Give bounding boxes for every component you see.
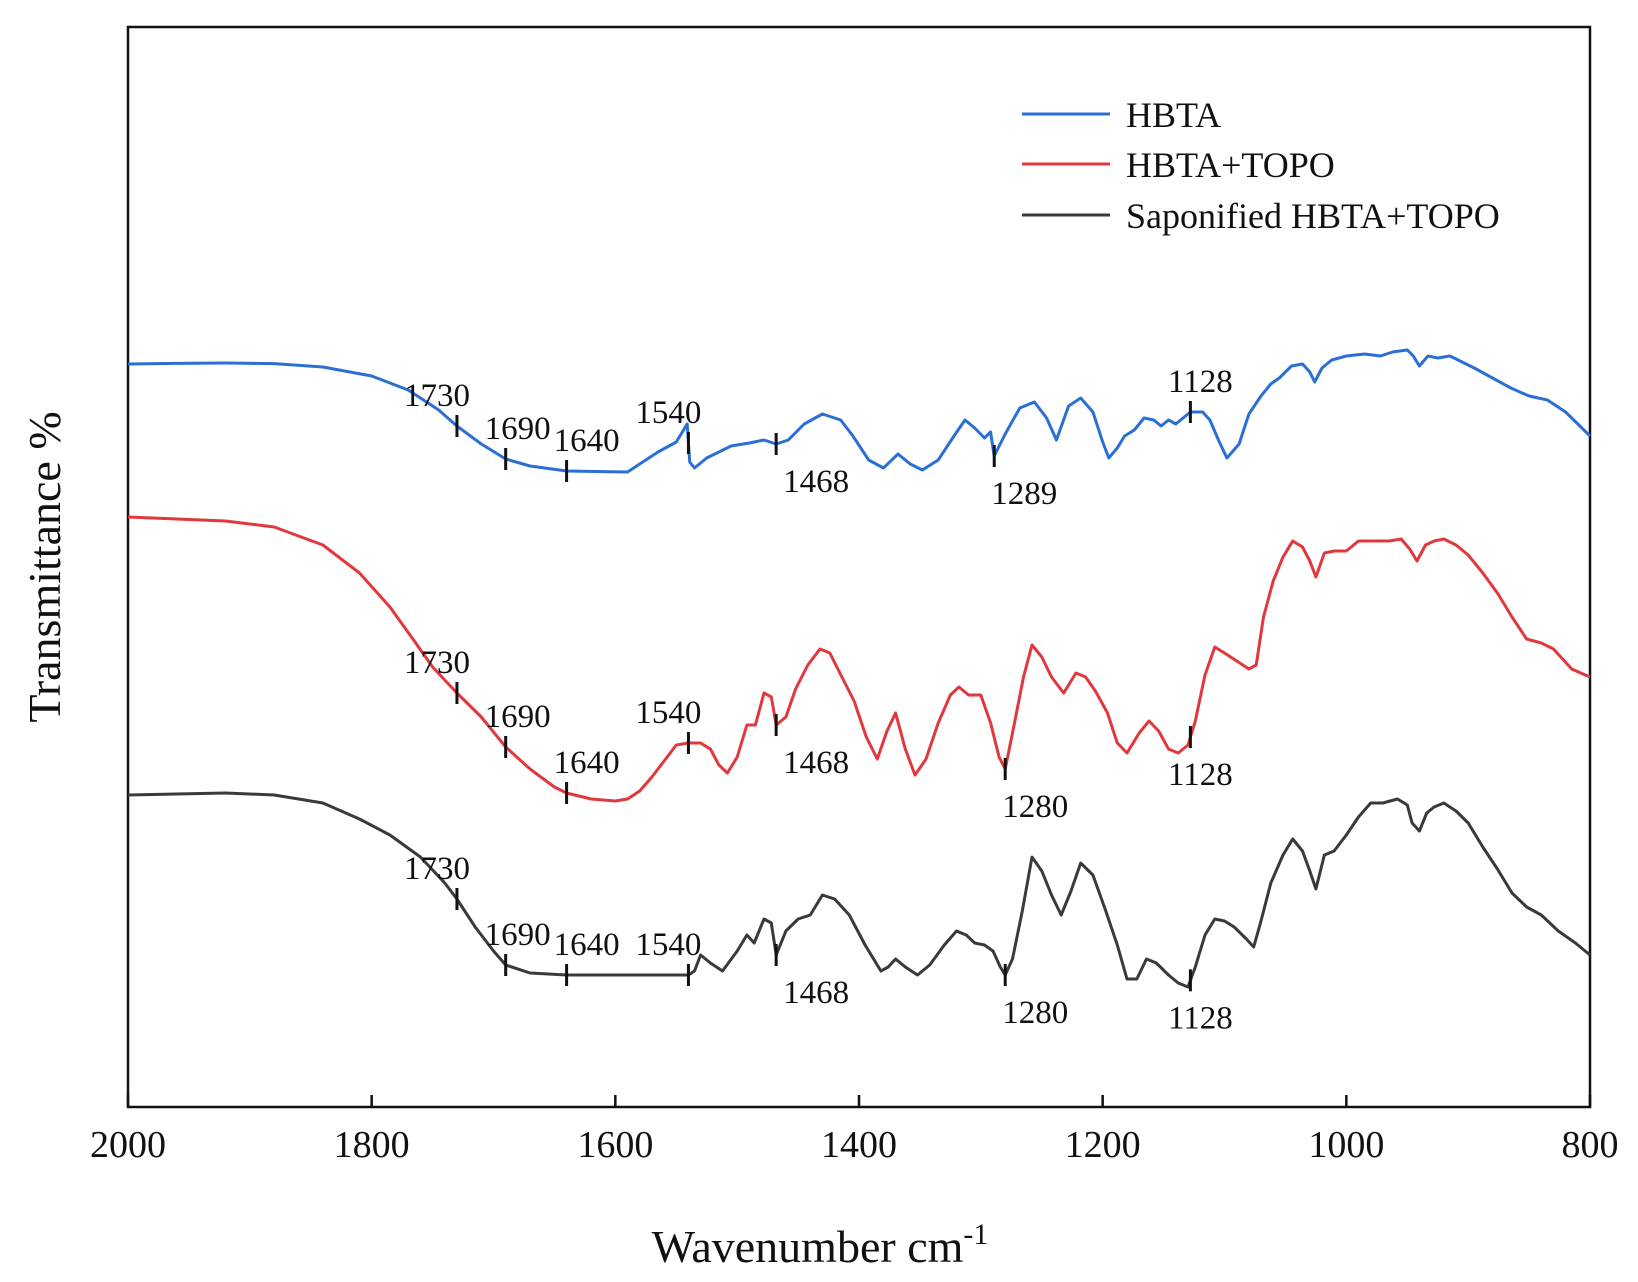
x-axis-title-text: Wavenumber cm bbox=[652, 1221, 964, 1272]
series-line-hbta bbox=[127, 348, 1592, 474]
peak-label-hbta-1690: 1690 bbox=[485, 411, 551, 447]
x-axis-title: Wavenumber cm-1 bbox=[652, 1218, 989, 1272]
x-tick-label-1800: 1800 bbox=[334, 1124, 410, 1166]
peak-label-saponified-hbta-topo-1730: 1730 bbox=[404, 851, 470, 887]
x-tick-label-800: 800 bbox=[1562, 1124, 1619, 1166]
peak-label-hbta-topo-1640: 1640 bbox=[554, 745, 620, 781]
peak-label-saponified-hbta-topo-1468: 1468 bbox=[783, 975, 849, 1011]
peak-label-hbta-1540: 1540 bbox=[635, 395, 701, 431]
y-axis-title: Transmittance % bbox=[19, 411, 70, 722]
peak-label-hbta-1468: 1468 bbox=[783, 464, 849, 500]
peak-label-hbta-topo-1690: 1690 bbox=[485, 699, 551, 735]
x-tick-label-1200: 1200 bbox=[1065, 1124, 1141, 1166]
peak-label-hbta-topo-1128: 1128 bbox=[1168, 757, 1233, 793]
peak-label-hbta-1640: 1640 bbox=[554, 423, 620, 459]
peak-label-hbta-topo-1468: 1468 bbox=[783, 745, 849, 781]
peak-label-saponified-hbta-topo-1690: 1690 bbox=[485, 917, 551, 953]
series-line-saponified-hbta-topo bbox=[127, 791, 1591, 989]
plot-frame bbox=[126, 25, 1592, 1109]
peak-label-hbta-topo-1730: 1730 bbox=[404, 645, 470, 681]
series-line-hbta-topo bbox=[127, 515, 1591, 803]
x-tick-label-1600: 1600 bbox=[577, 1124, 653, 1166]
legend: HBTA HBTA+TOPO Saponified HBTA+TOPO bbox=[1022, 95, 1500, 236]
legend-label-hbta-topo: HBTA+TOPO bbox=[1126, 145, 1335, 185]
peak-label-hbta-1730: 1730 bbox=[404, 378, 470, 414]
peak-label-hbta-topo-1540: 1540 bbox=[635, 695, 701, 731]
peak-label-saponified-hbta-topo-1128: 1128 bbox=[1168, 1000, 1233, 1036]
peak-label-saponified-hbta-topo-1540: 1540 bbox=[635, 927, 701, 963]
peak-label-hbta-1128: 1128 bbox=[1168, 364, 1233, 400]
x-axis: 2000 1800 1600 1400 1200 1000 800 bbox=[90, 1095, 1619, 1166]
x-tick-label-1000: 1000 bbox=[1308, 1124, 1384, 1166]
peak-label-saponified-hbta-topo-1640: 1640 bbox=[554, 927, 620, 963]
x-tick-label-2000: 2000 bbox=[90, 1124, 166, 1166]
peak-label-hbta-1289: 1289 bbox=[991, 476, 1057, 512]
series-layer bbox=[127, 348, 1592, 989]
x-axis-title-superscript: -1 bbox=[963, 1218, 988, 1251]
peak-label-saponified-hbta-topo-1280: 1280 bbox=[1002, 995, 1068, 1031]
legend-label-saponified: Saponified HBTA+TOPO bbox=[1126, 196, 1500, 236]
x-tick-label-1400: 1400 bbox=[821, 1124, 897, 1166]
peak-label-hbta-topo-1280: 1280 bbox=[1002, 789, 1068, 825]
legend-label-hbta: HBTA bbox=[1126, 95, 1221, 135]
